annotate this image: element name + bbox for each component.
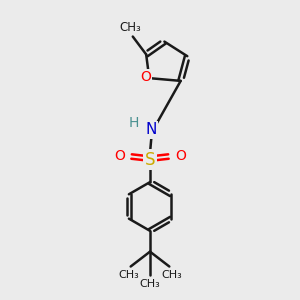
Text: CH₃: CH₃: [118, 270, 139, 280]
Text: O: O: [175, 148, 186, 163]
Text: N: N: [146, 122, 157, 137]
Text: CH₃: CH₃: [119, 20, 141, 34]
Text: O: O: [140, 70, 151, 84]
Text: H: H: [128, 116, 139, 130]
Text: S: S: [145, 151, 155, 169]
Text: O: O: [114, 148, 125, 163]
Text: CH₃: CH₃: [161, 270, 182, 280]
Text: CH₃: CH₃: [140, 279, 160, 289]
